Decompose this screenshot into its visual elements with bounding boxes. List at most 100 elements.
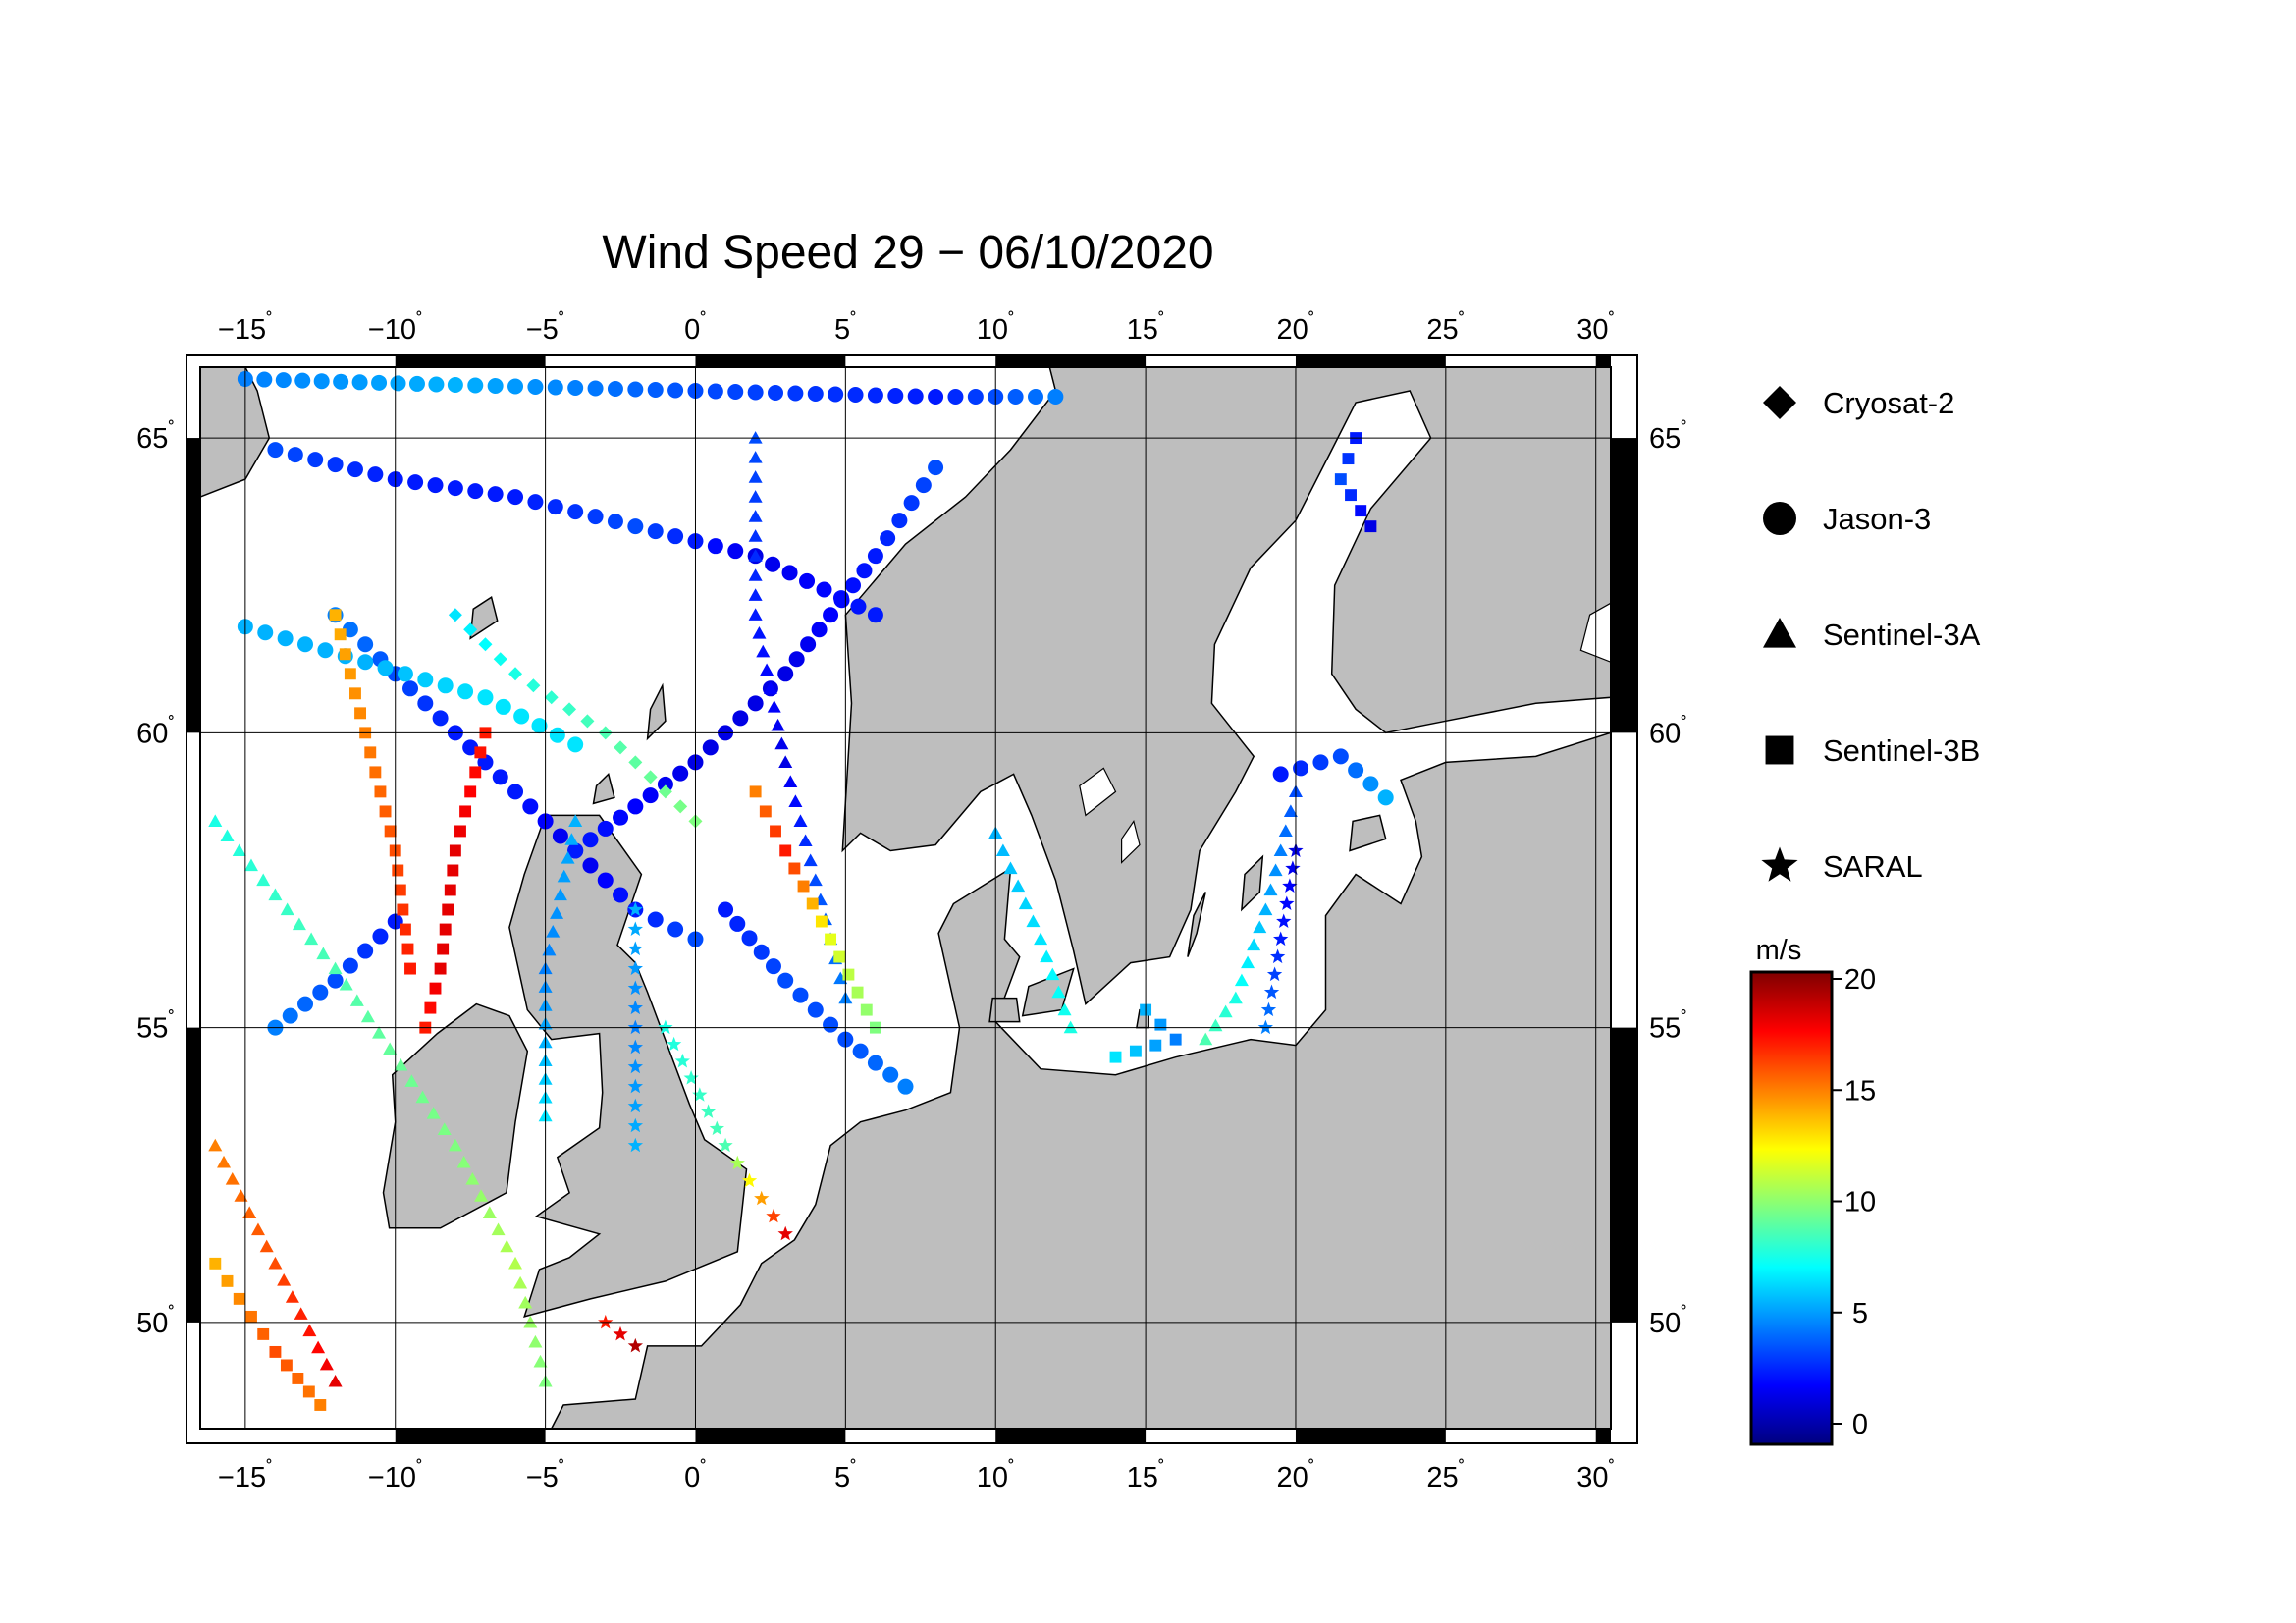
- tick-label: 50˚: [136, 1304, 175, 1339]
- track-point: [852, 1043, 869, 1059]
- track-point: [748, 490, 763, 503]
- track-point: [627, 798, 644, 815]
- track-point: [1266, 966, 1283, 982]
- track-point: [860, 1003, 873, 1016]
- track-point: [329, 609, 342, 622]
- track-point: [464, 785, 477, 798]
- track-sentinel-3a: [208, 1138, 343, 1387]
- track-point: [1273, 931, 1289, 947]
- track-point: [729, 915, 746, 932]
- track-point: [867, 387, 883, 404]
- track-point: [1278, 824, 1293, 838]
- track-point: [667, 921, 684, 938]
- track-point: [797, 880, 810, 893]
- track-point: [748, 451, 763, 463]
- map-land: [199, 366, 1612, 1430]
- track-point: [788, 862, 801, 875]
- track-point: [527, 494, 544, 511]
- legend-label: Cryosat-2: [1823, 386, 1954, 420]
- track-point: [568, 814, 583, 828]
- track-point: [763, 681, 777, 694]
- map-frame: [186, 354, 1638, 1444]
- track-point: [627, 381, 644, 398]
- track-point: [788, 651, 805, 668]
- frame-bar: [995, 1429, 1147, 1443]
- track-point: [256, 873, 271, 887]
- track-point: [1283, 804, 1298, 818]
- track-point: [1241, 955, 1255, 969]
- track-point: [777, 972, 794, 989]
- track-point: [647, 382, 664, 399]
- tick-label: 55˚: [136, 1009, 175, 1045]
- track-point: [748, 529, 763, 542]
- track-point: [277, 630, 294, 647]
- track-point: [672, 765, 689, 782]
- track-point: [806, 897, 819, 910]
- track-point: [765, 958, 781, 975]
- track-point: [347, 461, 363, 478]
- track-point: [447, 480, 463, 497]
- track-point: [1234, 973, 1249, 987]
- track-point: [833, 971, 848, 985]
- track-point: [474, 746, 487, 759]
- tick-label: −10˚: [368, 1458, 423, 1493]
- track-point: [546, 925, 561, 938]
- frame-bar: [995, 355, 1147, 367]
- track-point: [417, 672, 434, 688]
- track-jason-3: [718, 901, 914, 1095]
- track-point: [234, 1189, 248, 1202]
- legend-label: SARAL: [1823, 849, 1923, 884]
- track-point: [748, 510, 763, 522]
- track-point: [432, 710, 449, 727]
- track-point: [1011, 879, 1026, 893]
- tick-label: −5˚: [526, 1458, 565, 1493]
- track-point: [815, 915, 828, 928]
- track-point: [280, 902, 294, 916]
- track-point: [351, 374, 368, 391]
- track-point: [567, 380, 584, 397]
- track-sentinel-3a: [988, 826, 1078, 1034]
- track-point: [294, 1307, 308, 1320]
- track-point: [627, 921, 643, 936]
- track-point: [474, 1189, 489, 1202]
- track-point: [549, 727, 565, 743]
- track-point: [493, 652, 507, 667]
- track-point: [781, 565, 798, 581]
- track-point: [627, 518, 644, 535]
- track-point: [526, 678, 541, 693]
- track-point: [787, 385, 804, 402]
- land-ireland: [382, 1002, 529, 1229]
- track-point: [208, 814, 223, 828]
- track-saral: [598, 1314, 643, 1353]
- track-point: [1285, 860, 1301, 875]
- track-point: [531, 718, 548, 734]
- track-point: [269, 1345, 282, 1358]
- track-point: [319, 1357, 334, 1371]
- track-point: [903, 495, 920, 512]
- track-point: [1263, 984, 1280, 1000]
- track-point: [257, 624, 274, 641]
- track-point: [627, 901, 643, 916]
- track-point: [1362, 776, 1379, 792]
- track-point: [607, 381, 623, 398]
- track-point: [369, 766, 382, 779]
- track-point: [564, 833, 579, 845]
- track-point: [816, 581, 832, 598]
- track-point: [397, 666, 413, 682]
- track-point: [777, 666, 794, 682]
- track-point: [756, 644, 771, 658]
- track-point: [357, 654, 374, 671]
- track-point: [487, 486, 504, 503]
- tick-label: 15˚: [1127, 1458, 1165, 1493]
- track-point: [759, 805, 772, 818]
- tick-label: 5˚: [834, 310, 857, 346]
- track-point: [280, 1359, 293, 1372]
- track-point: [1258, 902, 1273, 916]
- colorbar: m/s 0 5 10 15 20: [1749, 935, 1876, 1446]
- track-point: [825, 933, 837, 946]
- track-point: [304, 932, 319, 946]
- track-point: [507, 378, 524, 395]
- track-point: [267, 442, 284, 459]
- track-point: [1293, 760, 1309, 777]
